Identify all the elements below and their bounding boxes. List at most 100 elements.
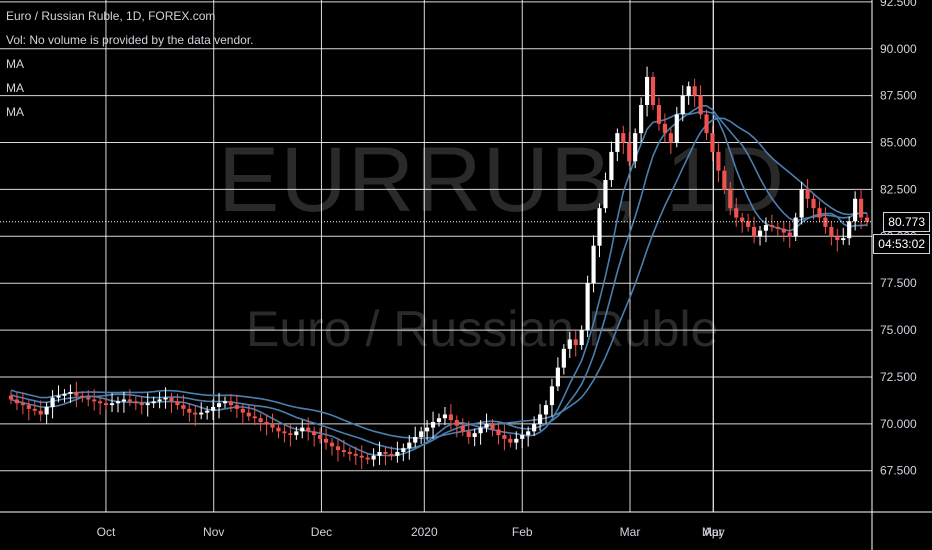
candle-body — [175, 401, 180, 406]
candle-body — [169, 397, 174, 402]
y-tick-label: 85.000 — [880, 136, 917, 150]
legend-ma-2[interactable]: MA — [6, 81, 24, 95]
candle-body — [639, 105, 644, 134]
candle-body — [68, 391, 73, 394]
candle-body — [74, 391, 79, 396]
candle-body — [775, 226, 780, 229]
candle-body — [769, 225, 774, 227]
candle-body — [151, 401, 156, 404]
moving-average-line-2 — [10, 105, 868, 451]
moving-average-line-1 — [10, 110, 868, 457]
candle-body — [567, 339, 572, 349]
x-tick-label: 2020 — [411, 525, 438, 539]
candle-body — [674, 114, 679, 143]
bar-countdown-label: 04:53:02 — [873, 233, 930, 254]
candle-body — [537, 414, 543, 424]
candle-body — [359, 455, 364, 458]
candle-body — [591, 245, 596, 284]
candle-body — [288, 433, 293, 436]
candle-body — [644, 76, 650, 106]
candle-body — [710, 133, 715, 152]
candle-body — [377, 451, 382, 456]
candle-body — [805, 189, 810, 199]
candle-body — [413, 436, 418, 443]
candle-body — [401, 448, 406, 452]
candle-body — [609, 151, 614, 181]
x-tick-label: Apr — [704, 525, 723, 539]
x-tick-label: Feb — [512, 525, 533, 539]
candle-body — [187, 408, 192, 413]
candle-body — [145, 403, 150, 406]
candle-body — [32, 408, 37, 411]
candle-body — [26, 405, 31, 409]
candle-body — [252, 416, 257, 419]
candle-body — [526, 431, 531, 436]
candle-body — [597, 208, 602, 246]
candle-body — [323, 438, 329, 443]
candle-body — [294, 431, 299, 436]
legend-symbol[interactable]: Euro / Russian Ruble, 1D, FOREX.com — [6, 9, 216, 23]
candle-body — [228, 401, 234, 406]
y-tick-label: 87.500 — [880, 89, 917, 103]
candle-body — [127, 399, 132, 402]
candle-body — [139, 403, 144, 406]
candle-body — [847, 221, 852, 239]
candle-body — [615, 133, 620, 152]
legend-ma-3[interactable]: MA — [6, 105, 24, 119]
candle-body — [181, 405, 186, 409]
chart-legend: Euro / Russian Ruble, 1D, FOREX.com Vol:… — [6, 4, 253, 124]
candle-body — [484, 423, 489, 428]
candle-body — [270, 423, 275, 428]
y-tick-label: 82.500 — [880, 182, 917, 196]
candle-body — [787, 232, 792, 237]
candle-body — [8, 395, 14, 400]
y-tick-label: 70.000 — [880, 417, 917, 431]
candle-body — [50, 397, 55, 407]
candle-body — [211, 406, 216, 411]
candle-body — [561, 348, 566, 368]
candle-body — [751, 226, 757, 237]
candle-body — [811, 198, 816, 209]
candle-body — [395, 451, 400, 456]
x-tick-label: Dec — [311, 525, 332, 539]
candle-body — [425, 427, 430, 432]
candle-body — [686, 86, 691, 96]
candle-body — [633, 133, 638, 162]
candle-body — [478, 427, 483, 434]
candle-body — [318, 435, 323, 439]
x-tick-label: Nov — [203, 525, 224, 539]
candle-body — [502, 435, 507, 439]
candle-body — [508, 438, 513, 443]
candle-body — [793, 217, 798, 237]
candle-body — [817, 208, 822, 218]
candle-body — [436, 418, 442, 422]
candle-body — [585, 283, 590, 331]
candle-body — [300, 427, 305, 432]
candle-body — [829, 226, 834, 237]
candle-body — [240, 408, 245, 413]
candle-body — [466, 431, 471, 437]
y-tick-label: 90.000 — [880, 42, 917, 56]
legend-ma-1[interactable]: MA — [6, 57, 24, 71]
candle-body — [389, 453, 394, 456]
candle-body — [216, 403, 222, 407]
candle-body — [698, 95, 703, 115]
candle-body — [92, 399, 97, 402]
candle-body — [799, 189, 804, 218]
candle-body — [246, 412, 251, 417]
candle-body — [448, 414, 453, 421]
candle-body — [56, 395, 61, 398]
current-price-label: 80.773 — [883, 211, 930, 232]
candle-body — [668, 133, 673, 143]
candle-body — [109, 403, 115, 406]
legend-volume[interactable]: Vol: No volume is provided by the data v… — [6, 33, 254, 47]
candle-body — [44, 406, 49, 415]
candle-body — [234, 405, 239, 409]
candle-body — [746, 221, 751, 227]
candle-body — [716, 151, 721, 171]
candle-body — [133, 401, 138, 404]
candle-body — [621, 133, 626, 143]
candle-body — [407, 442, 412, 449]
